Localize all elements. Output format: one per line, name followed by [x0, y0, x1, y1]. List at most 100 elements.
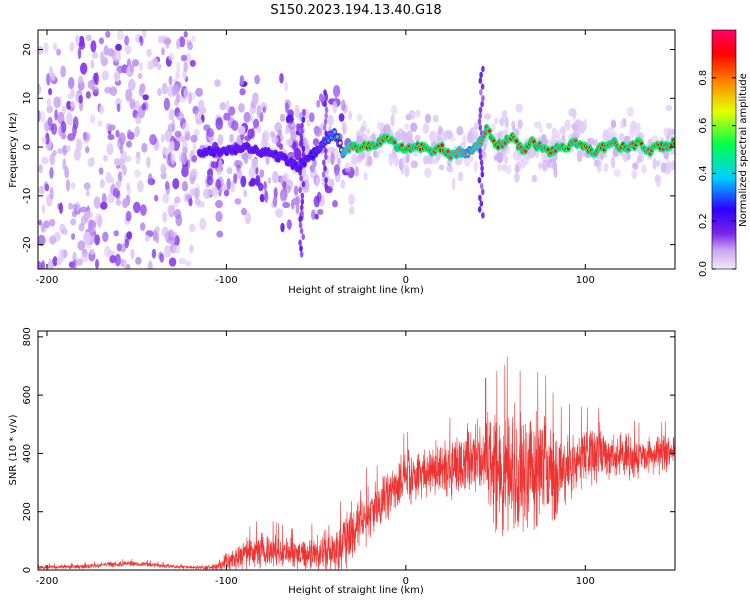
- spectral-cell: [219, 102, 226, 111]
- spectral-cell: [373, 150, 377, 158]
- spectral-cell: [504, 116, 509, 128]
- spectral-cell: [328, 178, 335, 189]
- spectral-cell: [131, 59, 140, 67]
- spectral-cell: [479, 182, 484, 190]
- spectral-cell: [215, 200, 223, 209]
- spectral-cell: [88, 219, 94, 233]
- spectral-cell: [85, 189, 90, 197]
- spectral-cell: [115, 129, 120, 138]
- spectral-cell: [259, 169, 265, 178]
- spectral-cell: [195, 87, 204, 97]
- spectral-cell: [182, 122, 190, 135]
- spectral-cell: [239, 75, 245, 86]
- spectral-cell: [513, 128, 520, 136]
- spectral-cell: [619, 120, 625, 129]
- x-tick-label: 0: [403, 275, 409, 286]
- y-tick-label: 600: [22, 386, 33, 405]
- spectral-cell: [41, 136, 47, 144]
- spectral-cell: [226, 178, 231, 191]
- spectral-cell: [147, 173, 153, 186]
- spectral-cell: [149, 134, 157, 146]
- spectral-cell: [483, 113, 492, 120]
- spectral-cell: [151, 248, 157, 259]
- spectral-cell: [187, 41, 194, 51]
- spectral-cell: [142, 30, 147, 39]
- spectral-cell: [67, 77, 75, 89]
- spectral-cell: [292, 141, 297, 149]
- spectral-cell: [237, 125, 246, 135]
- spectral-cell: [49, 218, 56, 227]
- ridge-core: [515, 139, 519, 143]
- spectral-cell: [119, 144, 124, 155]
- spectral-cell: [192, 143, 197, 154]
- spectral-cell: [161, 226, 169, 238]
- spectral-cell: [301, 108, 306, 117]
- spectral-cell: [322, 159, 326, 166]
- spectral-cell: [314, 213, 319, 220]
- spectral-cell: [66, 100, 72, 110]
- spectral-cell: [271, 136, 279, 144]
- spectral-cell: [432, 114, 439, 123]
- spectral-cell: [431, 157, 438, 165]
- spectral-cell: [423, 155, 429, 165]
- spectral-cell: [139, 61, 143, 72]
- spectral-cell: [410, 160, 419, 169]
- spectral-cell: [183, 87, 189, 99]
- spectral-cell: [58, 248, 64, 261]
- spectral-cell: [511, 120, 516, 129]
- spectral-cell: [41, 204, 46, 214]
- spectral-cell: [68, 202, 73, 210]
- spectral-cell: [312, 138, 320, 146]
- spectral-cell: [603, 163, 609, 172]
- spectral-cell: [47, 258, 55, 269]
- spectral-cell: [478, 112, 483, 120]
- spectral-cell: [285, 138, 294, 146]
- spectral-cell: [397, 128, 405, 142]
- spectral-cell: [93, 72, 98, 83]
- spectral-cell: [113, 158, 121, 166]
- spectral-cell: [61, 133, 67, 140]
- spectral-cell: [299, 227, 304, 235]
- spectral-cell: [631, 169, 638, 180]
- spectral-cell: [135, 112, 142, 125]
- snr-frame: [37, 330, 676, 571]
- spectral-cell: [478, 194, 482, 201]
- spectral-cell: [77, 240, 86, 251]
- spectral-cell: [287, 151, 295, 159]
- spectral-cell: [72, 203, 78, 211]
- spectral-cell: [129, 98, 136, 109]
- spectral-cell: [67, 133, 76, 142]
- spectral-cell: [324, 153, 328, 160]
- spectral-cell: [223, 112, 231, 121]
- spectral-cell: [298, 239, 302, 246]
- spectral-cell: [99, 104, 105, 115]
- colorbar-gradient: [711, 29, 737, 270]
- spectral-cell: [300, 204, 304, 211]
- spectral-cell: [478, 106, 483, 114]
- spectral-cell: [481, 212, 485, 219]
- colorbar-tick-label: 0.2: [698, 213, 709, 229]
- spectral-cell: [337, 157, 341, 167]
- spectral-cell: [478, 124, 483, 131]
- spectral-cell: [38, 45, 44, 55]
- spectral-cell: [234, 198, 242, 205]
- spectral-cell: [256, 125, 262, 133]
- spectral-cell: [321, 95, 326, 102]
- spectral-cell: [181, 166, 189, 175]
- spectral-cell: [210, 161, 218, 169]
- spectral-cell: [127, 131, 135, 140]
- x-tick-label: -100: [215, 275, 238, 286]
- spectral-cell: [323, 89, 327, 96]
- y-tick-label: 0: [22, 144, 33, 150]
- spectral-cell: [216, 230, 224, 238]
- x-tick-label: -200: [36, 576, 59, 587]
- spectral-cell: [322, 124, 327, 131]
- spectral-cell: [223, 189, 230, 197]
- spectral-cell: [113, 50, 121, 63]
- spectral-cell: [106, 143, 114, 156]
- spectral-cell: [405, 152, 410, 164]
- spectral-cell: [457, 171, 464, 182]
- spectral-cell: [300, 192, 305, 199]
- spectral-cell: [128, 78, 136, 91]
